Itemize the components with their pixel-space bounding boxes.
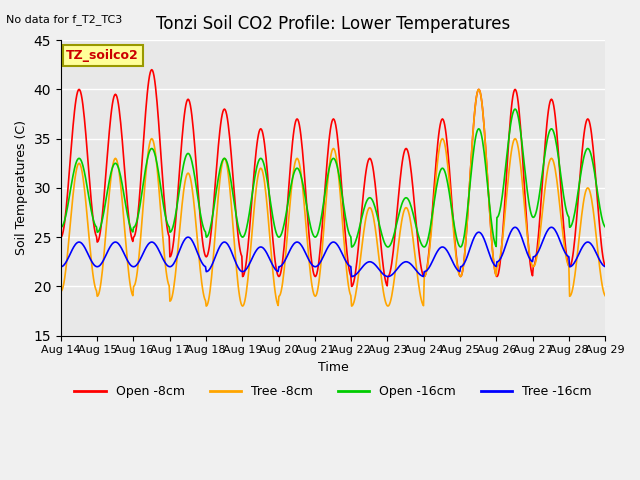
Title: Tonzi Soil CO2 Profile: Lower Temperatures: Tonzi Soil CO2 Profile: Lower Temperatur… [156, 15, 510, 33]
Y-axis label: Soil Temperatures (C): Soil Temperatures (C) [15, 120, 28, 255]
Text: No data for f_T2_TC3: No data for f_T2_TC3 [6, 14, 123, 25]
X-axis label: Time: Time [317, 361, 348, 374]
Text: TZ_soilco2: TZ_soilco2 [67, 49, 139, 62]
Legend: Open -8cm, Tree -8cm, Open -16cm, Tree -16cm: Open -8cm, Tree -8cm, Open -16cm, Tree -… [69, 380, 596, 403]
